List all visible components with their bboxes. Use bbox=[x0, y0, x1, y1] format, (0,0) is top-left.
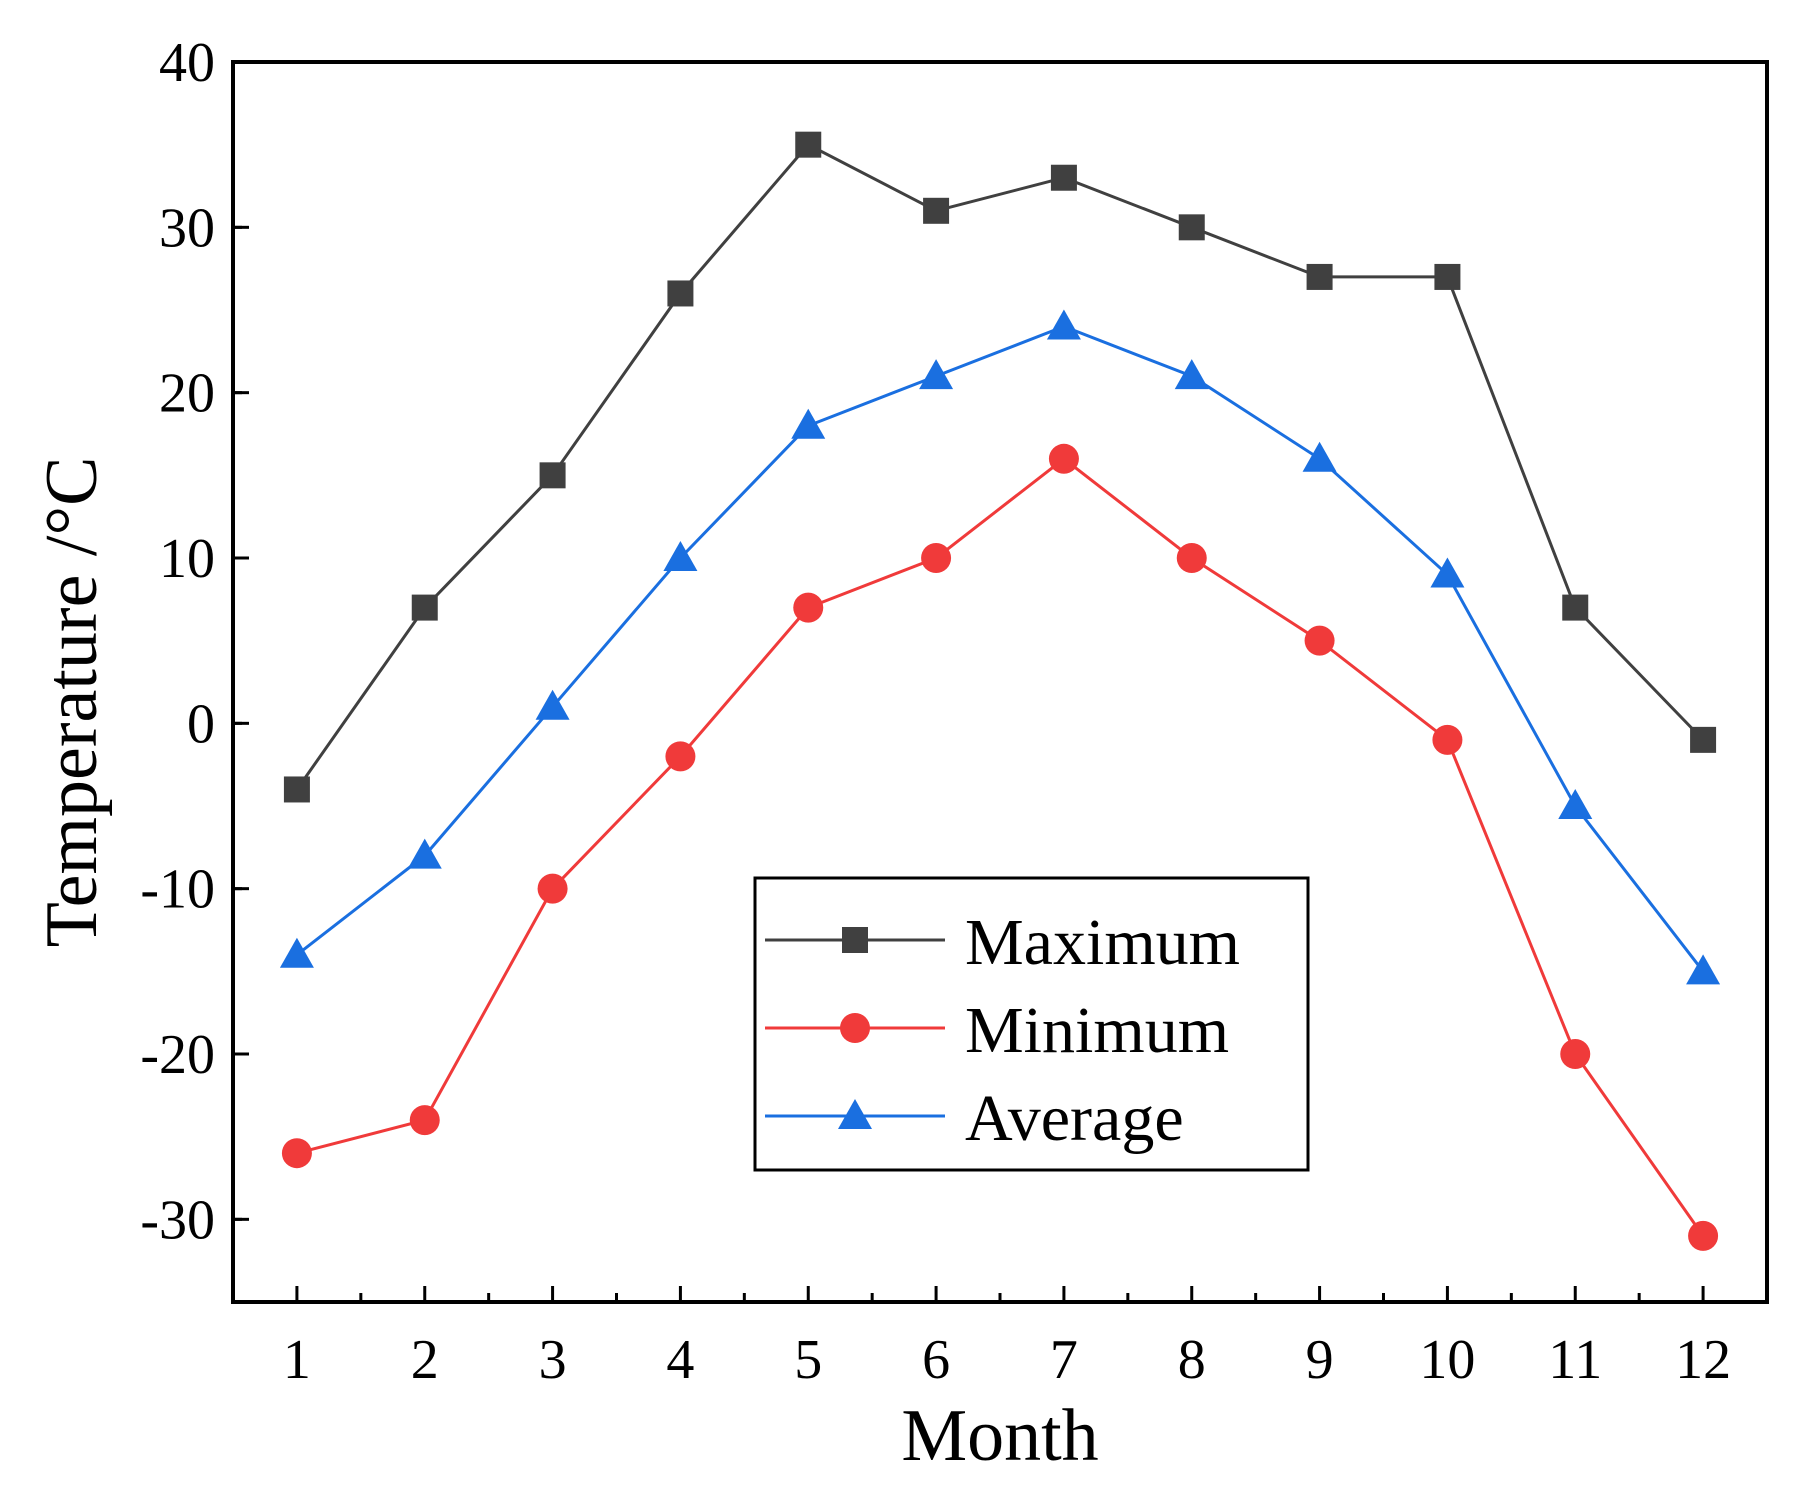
legend-label-minimum: Minimum bbox=[965, 994, 1229, 1067]
x-tick-label: 9 bbox=[1306, 1329, 1334, 1391]
series-line-average bbox=[295, 324, 1705, 973]
x-tick-label: 11 bbox=[1548, 1329, 1602, 1391]
data-point-minimum bbox=[793, 592, 824, 623]
y-tick-label: -20 bbox=[140, 1024, 215, 1086]
y-tick-label: 10 bbox=[159, 528, 215, 590]
x-tick-label: 2 bbox=[411, 1329, 439, 1391]
data-point-maximum bbox=[411, 594, 438, 621]
series-group bbox=[279, 131, 1721, 1251]
data-point-average bbox=[1558, 789, 1593, 819]
legend-marker-minimum bbox=[840, 1013, 870, 1043]
data-point-minimum bbox=[1432, 724, 1463, 755]
legend-label-average: Average bbox=[965, 1082, 1184, 1155]
data-point-average bbox=[1174, 359, 1209, 390]
data-point-minimum bbox=[1688, 1220, 1719, 1251]
legend-marker-maximum bbox=[842, 927, 868, 953]
plot-frame bbox=[231, 60, 1769, 1304]
data-point-maximum bbox=[283, 776, 310, 803]
series-average bbox=[279, 309, 1721, 985]
legend-marker-average bbox=[838, 1099, 872, 1129]
y-tick-label: -10 bbox=[140, 859, 215, 921]
y-axis-title: Temperature /°C bbox=[31, 457, 113, 948]
x-tick-label: 1 bbox=[283, 1329, 311, 1391]
data-point-minimum bbox=[537, 873, 568, 904]
data-point-average bbox=[1686, 954, 1721, 985]
data-point-minimum bbox=[409, 1105, 440, 1136]
data-point-maximum bbox=[667, 280, 694, 307]
data-point-maximum bbox=[1690, 726, 1717, 753]
x-tick-label: 8 bbox=[1178, 1329, 1206, 1391]
y-tick-label: 0 bbox=[187, 693, 215, 755]
x-tick-label: 12 bbox=[1675, 1329, 1731, 1391]
data-point-minimum bbox=[1304, 625, 1335, 656]
legend: Maximum Minimum Average bbox=[753, 876, 1310, 1172]
series-line-minimum bbox=[296, 456, 1705, 1237]
data-point-average bbox=[663, 541, 698, 571]
x-axis-title: Month bbox=[901, 1395, 1098, 1477]
data-point-average bbox=[407, 838, 442, 869]
data-point-maximum bbox=[1434, 263, 1461, 290]
x-tick-label: 3 bbox=[539, 1329, 567, 1391]
y-tick-label: 30 bbox=[159, 197, 215, 259]
data-point-maximum bbox=[923, 197, 950, 224]
data-point-minimum bbox=[921, 543, 952, 573]
data-point-maximum bbox=[1178, 214, 1205, 241]
data-point-minimum bbox=[281, 1138, 312, 1169]
y-tick-label: -30 bbox=[140, 1189, 215, 1251]
data-point-maximum bbox=[795, 131, 822, 158]
series-maximum bbox=[283, 131, 1717, 803]
data-point-minimum bbox=[1048, 443, 1079, 474]
data-point-average bbox=[1046, 309, 1081, 340]
data-point-maximum bbox=[539, 462, 566, 489]
data-point-minimum bbox=[665, 741, 696, 772]
data-point-average bbox=[791, 408, 826, 439]
series-line-maximum bbox=[295, 142, 1705, 791]
data-point-average bbox=[279, 937, 314, 968]
data-point-average bbox=[919, 359, 954, 390]
y-tick-label: 20 bbox=[159, 363, 215, 425]
data-point-maximum bbox=[1306, 263, 1333, 290]
data-point-maximum bbox=[1562, 594, 1589, 621]
x-tick-label: 5 bbox=[794, 1329, 822, 1391]
x-tick-label: 4 bbox=[666, 1329, 694, 1391]
data-point-minimum bbox=[1560, 1039, 1591, 1069]
data-point-average bbox=[535, 689, 570, 720]
data-point-average bbox=[1302, 441, 1337, 472]
data-point-maximum bbox=[1050, 164, 1077, 191]
y-tick-label: 40 bbox=[159, 32, 215, 94]
series-minimum bbox=[281, 443, 1719, 1251]
x-tick-label: 10 bbox=[1419, 1329, 1475, 1391]
x-tick-label: 6 bbox=[922, 1329, 950, 1391]
data-point-average bbox=[1430, 557, 1465, 588]
x-tick-label: 7 bbox=[1050, 1329, 1078, 1391]
legend-label-maximum: Maximum bbox=[965, 906, 1240, 979]
data-point-minimum bbox=[1176, 543, 1207, 573]
